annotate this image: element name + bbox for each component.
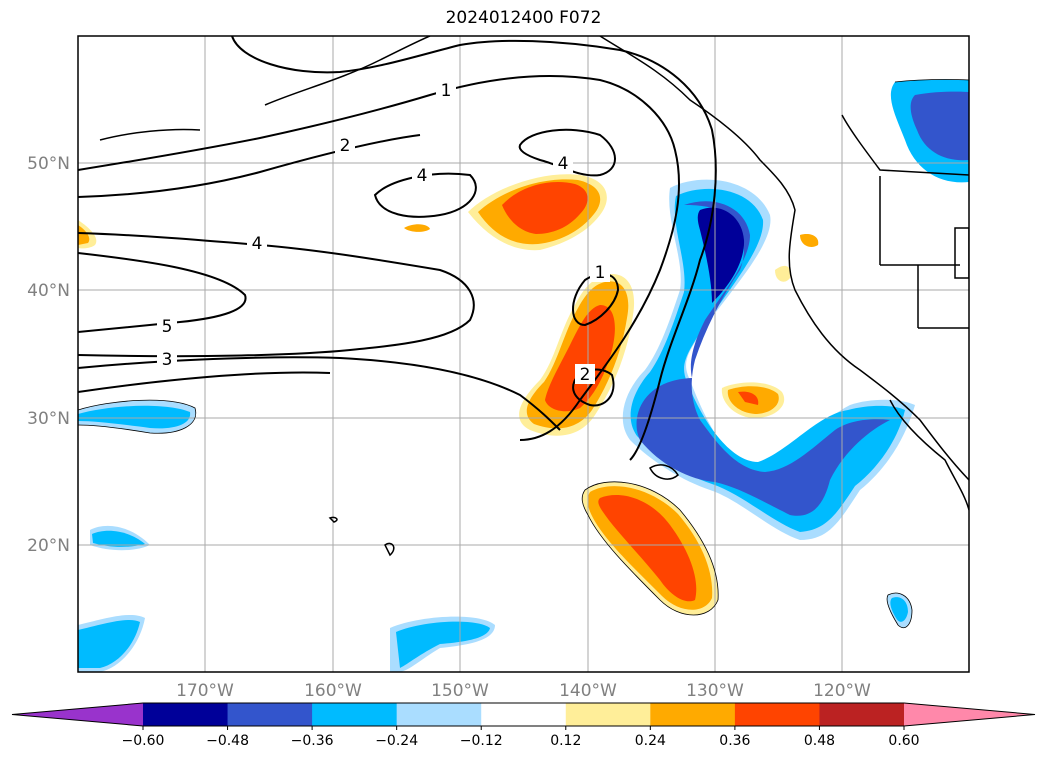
- lon-label: 120°W: [813, 681, 871, 701]
- colorbar-tick-label: 0.48: [804, 733, 835, 749]
- colorbar-segment: [734, 703, 820, 726]
- map-area: [78, 36, 969, 672]
- contour-label: 4: [252, 234, 263, 254]
- colorbar-segment: [481, 703, 567, 726]
- colorbar-tick-label: −0.12: [460, 733, 503, 749]
- colorbar-segment: [396, 703, 482, 726]
- lon-label: 160°W: [304, 681, 362, 701]
- colorbar-segment: [143, 703, 229, 726]
- colorbar-extend-low: [12, 703, 143, 726]
- colorbar-segment: [819, 703, 905, 726]
- field-outlines: [78, 79, 969, 629]
- lon-label: 130°W: [686, 681, 744, 701]
- lon-labels: 170°W 160°W 150°W 140°W 130°W 120°W: [176, 681, 871, 701]
- contour-label: 1: [595, 263, 606, 283]
- contour-label: 3: [162, 350, 173, 370]
- contour-label: 4: [558, 154, 569, 174]
- lat-label: 20°N: [27, 536, 70, 556]
- colorbar: [11, 702, 1036, 727]
- colorbar-tick-label: −0.36: [291, 733, 334, 749]
- contour-label: 2: [340, 136, 351, 156]
- colorbar-tick-label: 0.24: [635, 733, 666, 749]
- colorbar-tick-label: 0.60: [888, 733, 919, 749]
- colorbar-segment: [312, 703, 398, 726]
- map-border: [77, 35, 970, 673]
- colorbar-segment: [650, 703, 736, 726]
- lat-label: 30°N: [27, 409, 70, 429]
- lon-label: 140°W: [559, 681, 617, 701]
- lon-label: 170°W: [176, 681, 234, 701]
- colorbar-extend-high: [904, 703, 1035, 726]
- lon-label: 150°W: [431, 681, 489, 701]
- lat-label: 50°N: [27, 154, 70, 174]
- contour-label: 1: [441, 81, 452, 101]
- coastlines: [99, 36, 969, 557]
- contour-label: 2: [580, 365, 591, 385]
- map-title: 2024012400 F072: [445, 8, 602, 28]
- colorbar-tick-label: −0.60: [122, 733, 165, 749]
- colorbar-tick-label: −0.24: [375, 733, 418, 749]
- contour-labels: 1 2 4 4 4 5 3 1 2: [157, 80, 610, 385]
- colorbar-tick-label: 0.36: [719, 733, 750, 749]
- lat-labels: 50°N 40°N 30°N 20°N: [27, 154, 70, 556]
- lat-label: 40°N: [27, 281, 70, 301]
- contour-label: 5: [162, 317, 173, 337]
- colorbar-tick-label: −0.48: [206, 733, 249, 749]
- colorbar-segment: [227, 703, 313, 726]
- colorbar-segment: [565, 703, 651, 726]
- contour-label: 4: [417, 166, 428, 186]
- colorbar-tick-label: 0.12: [550, 733, 581, 749]
- colorbar-ticks: −0.60 −0.48 −0.36 −0.24 −0.12 0.12 0.24 0.36 0.4…: [122, 726, 920, 749]
- graticule: [78, 36, 969, 672]
